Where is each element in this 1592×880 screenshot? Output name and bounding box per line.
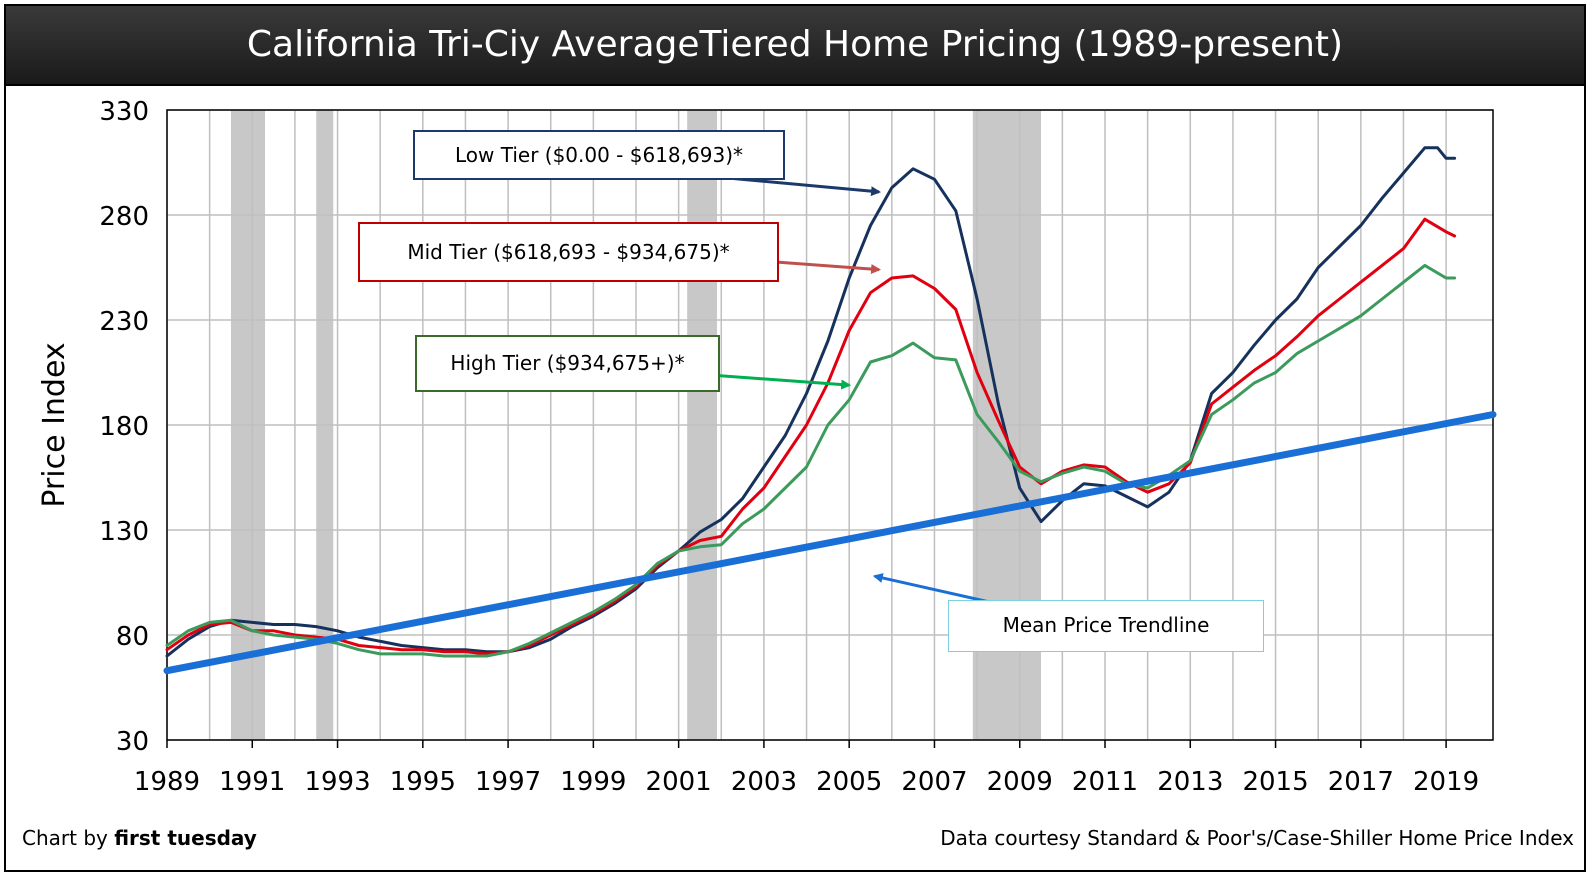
x-tick-label: 2007 — [901, 767, 967, 797]
footer-source: Data courtesy Standard & Poor's/Case-Shi… — [940, 826, 1574, 850]
y-tick-label: 30 — [116, 727, 149, 757]
x-tick-label: 2009 — [987, 767, 1053, 797]
footer-credit: Chart by first tuesday — [22, 826, 257, 850]
x-tick-label: 1997 — [475, 767, 541, 797]
y-tick-label: 280 — [99, 202, 149, 232]
x-tick-label: 2015 — [1242, 767, 1308, 797]
x-tick-label: 2001 — [646, 767, 712, 797]
series-line-low — [165, 146, 1457, 658]
series-line-high — [165, 263, 1457, 658]
x-tick-label: 2011 — [1072, 767, 1138, 797]
callout-high-tier: High Tier ($934,675+)* — [415, 335, 720, 392]
chart-frame: California Tri-Ciy AverageTiered Home Pr… — [4, 4, 1586, 872]
y-axis-label: Price Index — [37, 342, 72, 507]
y-tick-label: 330 — [99, 97, 149, 127]
x-tick-label: 2017 — [1328, 767, 1394, 797]
series-line-mid — [165, 217, 1457, 656]
x-tick-label: 1999 — [560, 767, 626, 797]
callout-trendline: Mean Price Trendline — [948, 600, 1264, 652]
x-tick-label: 2013 — [1157, 767, 1223, 797]
x-tick-label: 2019 — [1413, 767, 1479, 797]
callout-low-tier: Low Tier ($0.00 - $618,693)* — [413, 130, 785, 180]
footer-credit-brand: first tuesday — [114, 826, 257, 850]
callout-mid-tier: Mid Tier ($618,693 - $934,675)* — [358, 222, 779, 282]
x-tick-label: 2005 — [816, 767, 882, 797]
plot-area-border — [166, 109, 1494, 741]
x-tick-label: 1989 — [134, 767, 200, 797]
x-tick-label: 1993 — [304, 767, 370, 797]
chart-title: California Tri-Ciy AverageTiered Home Pr… — [246, 24, 1344, 65]
footer-credit-prefix: Chart by — [22, 826, 115, 850]
y-tick-label: 180 — [99, 412, 149, 442]
series-line-trend — [163, 411, 1497, 675]
x-tick-label: 1995 — [390, 767, 456, 797]
y-tick-label: 80 — [116, 622, 149, 652]
title-bar: California Tri-Ciy AverageTiered Home Pr… — [6, 6, 1584, 86]
y-tick-label: 230 — [99, 307, 149, 337]
y-tick-label: 130 — [99, 517, 149, 547]
x-tick-label: 2003 — [731, 767, 797, 797]
x-tick-label: 1991 — [219, 767, 285, 797]
